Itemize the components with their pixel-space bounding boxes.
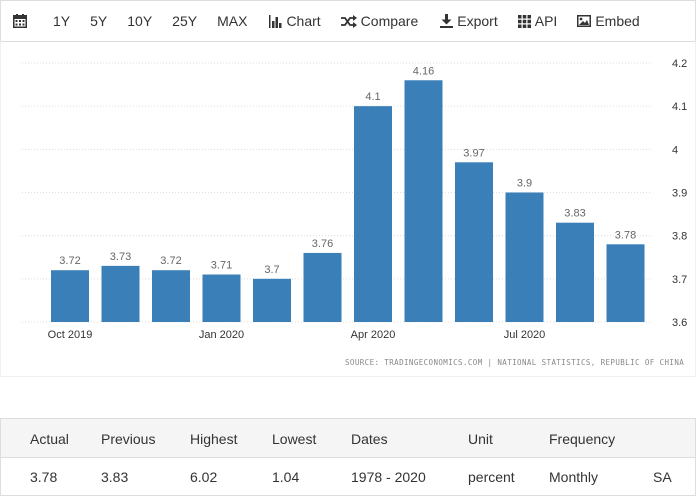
value-frequency: Monthly (549, 469, 599, 485)
header-unit: Unit (468, 431, 493, 447)
value-previous: 3.83 (101, 469, 129, 485)
export-button[interactable]: Export (440, 1, 498, 41)
y-tick-label: 3.9 (672, 188, 687, 200)
data-label: 3.78 (615, 229, 636, 241)
calendar-button[interactable] (13, 1, 31, 41)
value-lowest: 1.04 (272, 469, 300, 485)
bar (101, 265, 140, 322)
embed-button[interactable]: Embed (577, 1, 640, 41)
bar-chart-icon (269, 14, 282, 28)
bar (354, 106, 392, 323)
x-tick-label: Jan 2020 (199, 329, 244, 341)
source-note: SOURCE: TRADINGECONOMICS.COM | NATIONAL … (345, 358, 685, 367)
api-label: API (534, 13, 558, 29)
header-previous: Previous (101, 431, 156, 447)
header-highest: Highest (190, 431, 238, 447)
bar (505, 192, 544, 322)
data-label: 4.16 (413, 65, 434, 77)
bar (202, 274, 241, 322)
range-1y-button[interactable]: 1Y (53, 1, 70, 41)
bar (51, 270, 89, 322)
y-tick-label: 3.6 (672, 317, 687, 329)
range-25y-label: 25Y (172, 13, 198, 29)
bar (455, 162, 493, 322)
header-lowest: Lowest (272, 431, 317, 447)
data-label: 3.76 (312, 238, 333, 250)
range-max-button[interactable]: MAX (217, 1, 247, 41)
bar-chart: 3.72 3.73 3.72 3.71 3.7 3.76 4.1 4.16 3.97 3.9 3.8… (22, 58, 687, 341)
header-frequency: Frequency (549, 431, 616, 447)
value-dates: 1978 - 2020 (351, 469, 426, 485)
bar (606, 244, 645, 322)
data-label: 3.97 (463, 147, 484, 159)
bar (303, 252, 342, 322)
data-label: 3.7 (264, 264, 279, 276)
export-label: Export (457, 13, 498, 29)
range-max-label: MAX (217, 13, 248, 29)
embed-label: Embed (595, 13, 640, 29)
x-tick-label: Apr 2020 (351, 329, 396, 341)
value-unit: percent (468, 469, 515, 485)
data-label: 3.72 (160, 255, 181, 267)
data-label: 3.71 (211, 260, 232, 272)
bar (152, 270, 190, 322)
range-10y-label: 10Y (127, 13, 153, 29)
data-label: 4.1 (365, 91, 380, 103)
compare-label: Compare (360, 13, 419, 29)
data-label: 3.9 (517, 178, 532, 190)
bar (404, 80, 443, 322)
y-tick-label: 3.7 (672, 274, 687, 286)
range-5y-button[interactable]: 5Y (90, 1, 107, 41)
grid-icon (517, 14, 531, 28)
data-label: 3.73 (110, 251, 131, 263)
range-10y-button[interactable]: 10Y (127, 1, 152, 41)
range-5y-label: 5Y (90, 13, 108, 29)
compare-button[interactable]: Compare (340, 1, 419, 41)
x-tick-label: Oct 2019 (48, 329, 93, 341)
data-label: 3.72 (59, 255, 80, 267)
shuffle-icon (340, 14, 357, 28)
y-tick-label: 4.2 (672, 58, 687, 70)
range-1y-label: 1Y (53, 13, 71, 29)
chart-toolbar: 1Y 5Y 10Y 25Y MAX Chart Compare (0, 0, 696, 42)
x-tick-label: Jul 2020 (504, 329, 546, 341)
header-actual: Actual (30, 431, 69, 447)
chart-type-label: Chart (286, 13, 321, 29)
value-adjustment: SA (653, 469, 672, 485)
y-tick-label: 4.1 (672, 101, 687, 113)
calendar-icon (13, 14, 27, 28)
bar (253, 278, 291, 322)
value-highest: 6.02 (190, 469, 218, 485)
header-dates: Dates (351, 431, 388, 447)
stats-header-row: Actual Previous Highest Lowest Dates Uni… (1, 419, 695, 458)
data-label: 3.83 (564, 208, 585, 220)
y-tick-label: 3.8 (672, 231, 687, 243)
api-button[interactable]: API (517, 1, 558, 41)
value-actual: 3.78 (30, 469, 58, 485)
image-icon (577, 15, 592, 27)
stats-table: Actual Previous Highest Lowest Dates Uni… (0, 418, 696, 496)
bar (556, 222, 594, 322)
y-tick-label: 4 (672, 144, 678, 156)
chart-type-button[interactable]: Chart (269, 1, 321, 41)
range-25y-button[interactable]: 25Y (172, 1, 197, 41)
download-icon (440, 14, 454, 28)
